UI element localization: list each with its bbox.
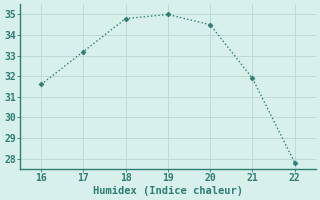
X-axis label: Humidex (Indice chaleur): Humidex (Indice chaleur) xyxy=(93,186,243,196)
